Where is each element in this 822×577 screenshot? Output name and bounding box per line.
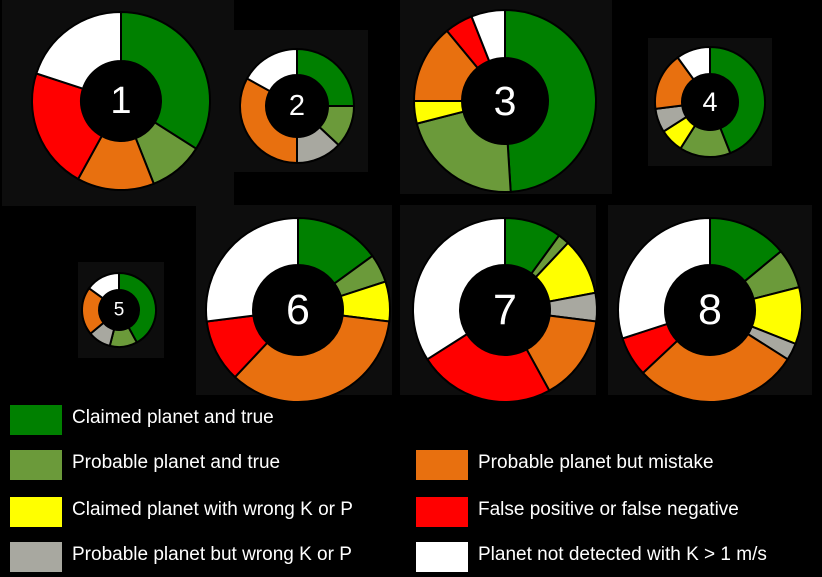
donut-hole [99,290,139,330]
legend-label: Claimed planet and true [72,407,274,428]
legend-swatch [10,450,62,480]
chart-number-label: 7 [493,286,517,334]
legend-label: Planet not detected with K > 1 m/s [478,544,767,565]
donut-hole [253,265,343,355]
chart-number-label: 4 [702,87,717,117]
donut-chart-1: 1 [2,0,234,206]
chart-number-label: 5 [114,300,125,321]
donut-hole [81,61,161,141]
legend-swatch [10,542,62,572]
chart-number-label: 3 [494,78,517,124]
legend-swatch [416,497,468,527]
donut-chart-5: 5 [78,262,164,358]
donut-hole [266,75,328,137]
chart-number-label: 6 [286,286,310,334]
legend-swatch [416,542,468,572]
donut-chart-8: 8 [608,205,812,403]
legend-label: False positive or false negative [478,499,739,520]
donut-hole [462,58,548,144]
legend-label: Probable planet and true [72,452,281,473]
donut-chart-4: 4 [648,38,772,166]
chart-number-label: 1 [110,80,131,122]
legend-swatch [10,497,62,527]
chart-number-label: 8 [698,286,722,334]
donut-hole [460,265,550,355]
donut-chart-2: 2 [222,30,368,172]
donut-chart-6: 6 [196,205,392,403]
legend-swatch [416,450,468,480]
chart-number-label: 2 [289,90,305,122]
legend-label: Probable planet but mistake [478,452,714,473]
legend-swatch [10,405,62,435]
donut-slice-probable-mistake [641,332,790,403]
donut-hole [682,74,738,130]
legend-label: Probable planet but wrong K or P [72,544,352,565]
legend-label: Claimed planet with wrong K or P [72,499,353,520]
donut-charts: 1 2 3 4 5 6 7 8 [2,0,812,403]
donut-chart-3: 3 [400,0,612,194]
donut-hole [665,265,755,355]
donut-chart-7: 7 [400,205,598,403]
